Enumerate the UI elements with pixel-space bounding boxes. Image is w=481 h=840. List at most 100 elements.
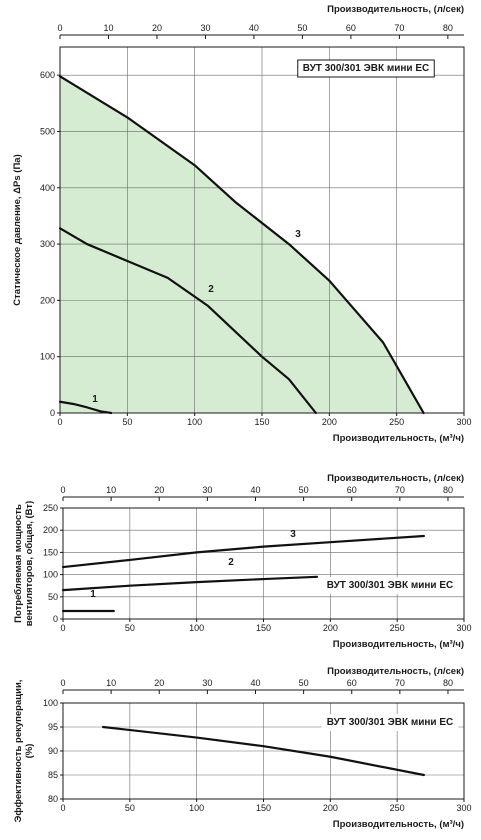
x2-tick-label: 20 xyxy=(154,485,164,495)
x2-tick-label: 60 xyxy=(346,23,356,33)
x2-axis-title: Производительность, (л/сек) xyxy=(327,666,464,677)
model-name-box xyxy=(297,59,435,78)
x-axis-title: Производительность, (м³/ч) xyxy=(333,639,464,650)
series-label-2: 2 xyxy=(208,284,214,295)
x2-tick-label: 70 xyxy=(395,678,405,688)
model-name: ВУТ 300/301 ЭВК мини ЕС xyxy=(327,717,454,728)
y-tick-label: 80 xyxy=(48,794,58,804)
y-tick-label: 0 xyxy=(53,614,58,624)
x2-tick-label: 20 xyxy=(154,678,164,688)
x2-tick-label: 50 xyxy=(297,23,307,33)
y-axis-title-line: (%) xyxy=(24,744,35,759)
x-tick-label: 300 xyxy=(456,803,471,813)
x2-tick-label: 10 xyxy=(103,23,113,33)
x-tick-label: 300 xyxy=(456,623,471,633)
x2-tick-label: 70 xyxy=(395,485,405,495)
x-axis-title: Производительность, (м³/ч) xyxy=(333,819,464,830)
model-name-box xyxy=(321,577,459,594)
y-tick-label: 90 xyxy=(48,746,58,756)
x-tick-label: 200 xyxy=(322,417,337,427)
x2-tick-label: 10 xyxy=(106,485,116,495)
x-tick-label: 100 xyxy=(189,803,204,813)
operating-area xyxy=(60,76,424,413)
y-axis-title: Эффективность рекуперации,(%) xyxy=(13,680,35,823)
x2-tick-label: 50 xyxy=(299,678,309,688)
y-tick-label: 300 xyxy=(40,239,55,249)
y-tick-label: 150 xyxy=(43,547,58,557)
x-tick-label: 250 xyxy=(390,803,405,813)
x2-tick-label: 80 xyxy=(443,678,453,688)
y-tick-label: 100 xyxy=(43,698,58,708)
model-name: ВУТ 300/301 ЭВК мини ЕС xyxy=(327,580,454,591)
x2-tick-label: 30 xyxy=(200,23,210,33)
series-line-3 xyxy=(58,75,425,415)
x2-tick-label: 40 xyxy=(250,678,260,688)
y-tick-label: 200 xyxy=(40,295,55,305)
x-tick-label: 150 xyxy=(254,417,269,427)
x-tick-label: 0 xyxy=(57,417,62,427)
x-tick-label: 100 xyxy=(187,417,202,427)
x2-tick-label: 60 xyxy=(347,678,357,688)
model-name: ВУТ 300/301 ЭВК мини ЕС xyxy=(303,63,430,74)
x2-tick-label: 40 xyxy=(249,23,259,33)
x2-tick-label: 30 xyxy=(202,678,212,688)
x-tick-label: 200 xyxy=(323,623,338,633)
x2-tick-label: 60 xyxy=(347,485,357,495)
y-axis-title: Потребляемая мощностьвентиляторов, общая… xyxy=(13,501,35,627)
x-tick-label: 200 xyxy=(323,803,338,813)
x-tick-label: 150 xyxy=(256,803,271,813)
x-tick-label: 0 xyxy=(60,623,65,633)
x2-tick-label: 0 xyxy=(57,23,62,33)
y-tick-label: 500 xyxy=(40,126,55,136)
x2-tick-label: 30 xyxy=(202,485,212,495)
series-label-1: 1 xyxy=(90,589,96,600)
y-tick-label: 100 xyxy=(43,570,58,580)
y-tick-label: 100 xyxy=(40,352,55,362)
y-tick-label: 0 xyxy=(50,408,55,418)
x-tick-label: 0 xyxy=(60,803,65,813)
y-tick-label: 600 xyxy=(40,70,55,80)
x2-axis-title: Производительность, (л/сек) xyxy=(327,473,464,484)
x2-axis-title: Производительность, (л/сек) xyxy=(327,4,464,15)
series-line-1 xyxy=(58,400,113,415)
x2-tick-label: 80 xyxy=(443,485,453,495)
x-tick-label: 300 xyxy=(456,417,471,427)
y-tick-label: 250 xyxy=(43,503,58,513)
y-tick-label: 85 xyxy=(48,770,58,780)
x2-tick-label: 0 xyxy=(60,485,65,495)
y-tick-label: 400 xyxy=(40,183,55,193)
series-label-1: 1 xyxy=(92,394,98,405)
series-label-2: 2 xyxy=(228,557,234,568)
x2-tick-label: 50 xyxy=(299,485,309,495)
series-line-1 xyxy=(101,725,425,777)
y-axis-title-line: вентиляторов, общая, (Вт) xyxy=(24,501,35,627)
y-tick-label: 50 xyxy=(48,592,58,602)
series-label-3: 3 xyxy=(295,229,301,240)
series-line-3 xyxy=(61,534,425,569)
y-axis-title: Статическое давление, ΔPs (Па) xyxy=(12,154,23,306)
x-axis-title: Производительность, (м³/ч) xyxy=(333,433,464,444)
series-line-2 xyxy=(61,575,319,592)
x2-tick-label: 20 xyxy=(152,23,162,33)
x2-tick-label: 70 xyxy=(394,23,404,33)
y-axis-title-line: Эффективность рекуперации, xyxy=(13,680,24,823)
x-tick-label: 150 xyxy=(256,623,271,633)
x-tick-label: 250 xyxy=(389,417,404,427)
x-tick-label: 50 xyxy=(125,623,135,633)
x-tick-label: 50 xyxy=(125,803,135,813)
x2-tick-label: 80 xyxy=(443,23,453,33)
y-tick-label: 95 xyxy=(48,722,58,732)
x2-tick-label: 0 xyxy=(60,678,65,688)
series-label-3: 3 xyxy=(290,529,296,540)
y-axis-title-line: Потребляемая мощность xyxy=(13,504,24,623)
series-line-2 xyxy=(58,227,317,415)
x-tick-label: 100 xyxy=(189,623,204,633)
model-name-box xyxy=(321,714,459,731)
x2-tick-label: 40 xyxy=(250,485,260,495)
x2-tick-label: 10 xyxy=(106,678,116,688)
x-tick-label: 50 xyxy=(122,417,132,427)
